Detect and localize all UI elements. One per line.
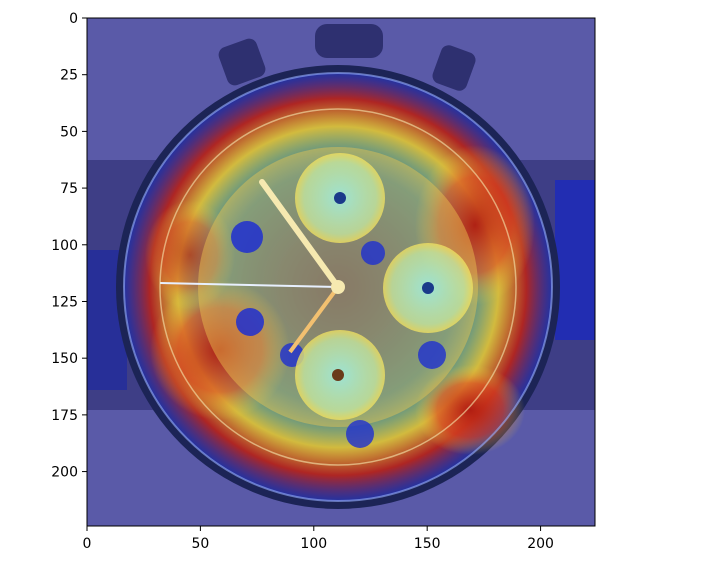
x-tick-label: 150 [414,536,441,552]
x-axis: 0 50 100 150 200 [83,526,554,552]
y-tick-label: 175 [51,408,78,424]
y-tick-label: 100 [51,238,78,254]
y-tick-label: 75 [60,181,78,197]
y-axis: 0 25 50 75 100 125 150 175 200 [51,11,87,481]
x-tick-label: 100 [300,536,327,552]
y-tick-label: 125 [51,294,78,310]
x-tick-label: 0 [83,536,92,552]
plot-frame [86,17,596,527]
x-tick-label: 200 [527,536,554,552]
heatmap-image [87,18,595,526]
x-tick-label: 50 [191,536,209,552]
y-tick-label: 200 [51,465,78,481]
y-tick-label: 50 [60,124,78,140]
y-tick-label: 0 [69,11,78,27]
y-tick-label: 150 [51,351,78,367]
y-tick-label: 25 [60,68,78,84]
